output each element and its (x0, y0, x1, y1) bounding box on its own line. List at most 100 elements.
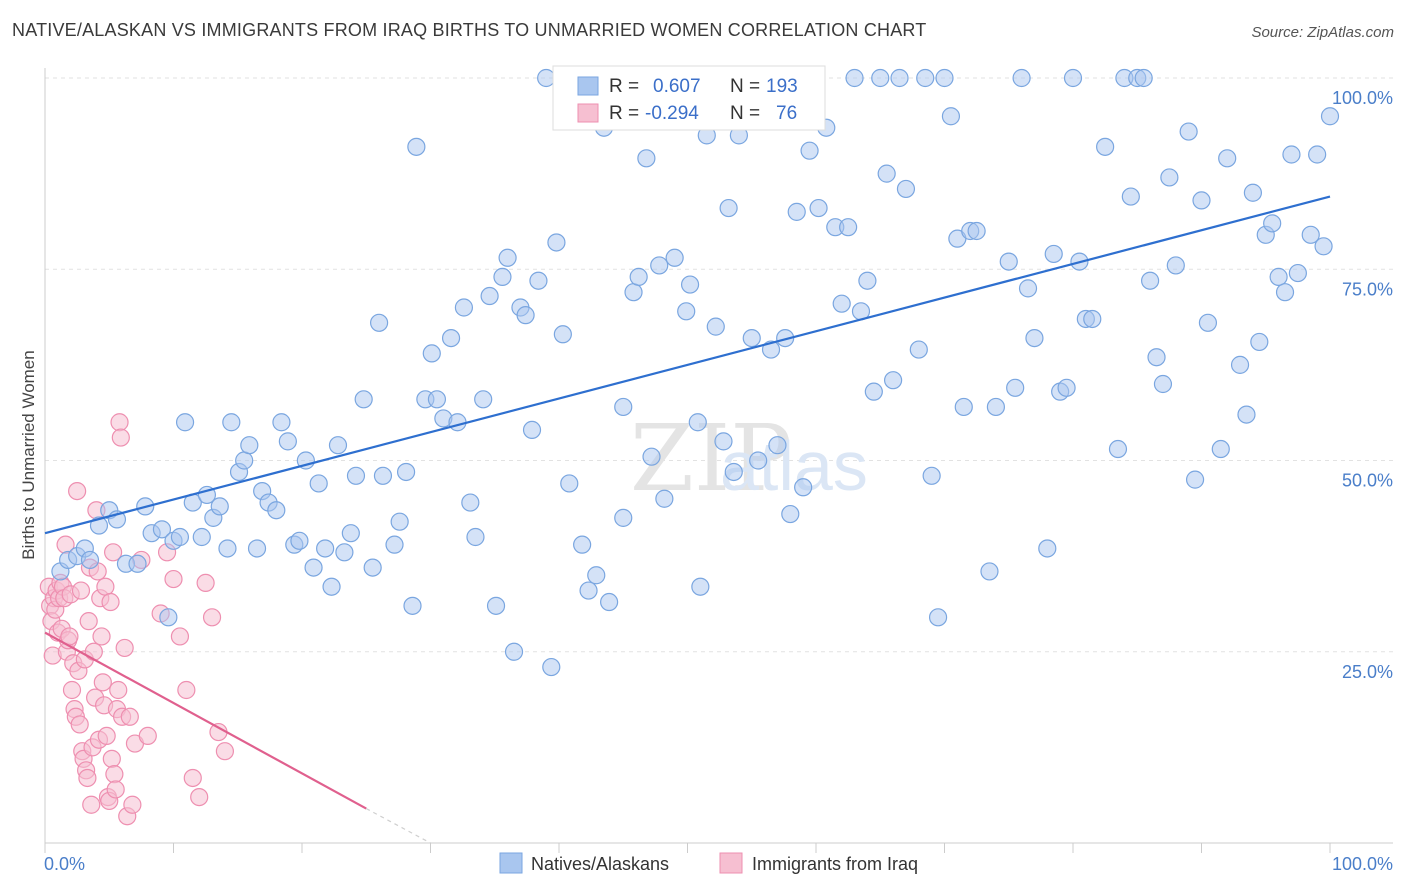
data-point-native (845, 68, 864, 88)
data-point-native (614, 508, 633, 527)
data-point-native (1308, 145, 1327, 164)
data-point-native (396, 462, 416, 482)
data-point-iraq (79, 612, 98, 631)
data-point-iraq (62, 680, 82, 700)
axes (44, 68, 1393, 853)
data-point-iraq (104, 543, 123, 562)
tick-labels: 100.0% 75.0% 50.0% 25.0% 0.0% 100.0% (44, 88, 1393, 874)
data-point-native (128, 554, 147, 573)
trend-lines (44, 195, 1331, 844)
data-point-native (1018, 279, 1038, 298)
data-point-native (152, 520, 172, 539)
data-point-iraq (109, 680, 128, 700)
data-point-native (542, 657, 561, 677)
data-point-native (474, 390, 493, 409)
y-tick-label: 25.0% (1342, 662, 1393, 682)
y-tick-label: 75.0% (1342, 279, 1393, 299)
data-point-native (1301, 225, 1320, 244)
data-point-native (1282, 145, 1301, 164)
data-point-native (1179, 122, 1198, 141)
data-point-native (614, 397, 633, 417)
data-point-native (954, 397, 973, 417)
data-point-native (498, 248, 517, 267)
data-point-native (883, 371, 903, 390)
bottom-legend-swatch-pink (719, 852, 743, 874)
data-point-native (422, 344, 441, 363)
data-point-native (573, 535, 592, 554)
data-point-native (1044, 244, 1063, 264)
y-axis-label: Births to Unmarried Women (19, 350, 38, 559)
data-point-native (441, 329, 461, 348)
data-point-native (650, 256, 669, 275)
data-point-iraq (78, 768, 97, 788)
data-point-native (1218, 149, 1237, 168)
data-point-native (781, 504, 800, 524)
data-point-iraq (97, 726, 116, 746)
legend-r-label-pink: R = (609, 103, 639, 124)
data-point-iraq (177, 680, 196, 700)
bottom-legend: Natives/Alaskans Immigrants from Iraq (499, 852, 918, 874)
data-point-native (1006, 378, 1025, 397)
data-point-iraq (123, 795, 142, 814)
data-point-native (1198, 313, 1218, 332)
data-point-iraq (96, 577, 115, 596)
data-point-native (553, 325, 572, 344)
data-point-native (579, 581, 598, 600)
trend-line-iraq-extension (365, 808, 431, 844)
data-point-native (986, 397, 1006, 417)
data-point-native (629, 267, 648, 286)
legend-n-value-pink: 76 (776, 103, 797, 124)
data-point-native (1083, 309, 1102, 329)
data-point-native (537, 68, 556, 88)
data-point-native (1288, 263, 1307, 283)
data-point-native (235, 451, 254, 470)
data-point-native (1038, 539, 1057, 558)
data-point-native (159, 608, 178, 627)
data-point-native (1320, 107, 1340, 126)
data-point-native (832, 294, 851, 313)
data-point-native (240, 436, 259, 455)
data-point-native (858, 271, 877, 290)
data-point-iraq (102, 749, 121, 768)
data-point-native (529, 271, 548, 290)
data-point-iraq (115, 638, 134, 658)
data-point-native (787, 202, 806, 221)
data-point-iraq (138, 726, 157, 746)
data-point-native (328, 436, 348, 455)
data-point-native (1192, 191, 1211, 210)
data-point-native (877, 164, 896, 183)
data-point-native (680, 275, 700, 294)
data-point-native (1237, 405, 1256, 424)
data-point-native (210, 497, 229, 516)
x-tick-label: 100.0% (1332, 854, 1393, 874)
data-point-native (192, 527, 211, 547)
y-tick-label: 50.0% (1342, 471, 1393, 491)
data-point-native (170, 527, 190, 547)
data-point-native (560, 474, 579, 493)
data-point-native (335, 543, 354, 562)
data-point-native (1025, 329, 1044, 348)
legend-n-label-blue: N = (730, 76, 760, 97)
data-point-native (1269, 267, 1288, 286)
data-point-iraq (120, 707, 139, 726)
data-point-native (809, 198, 828, 218)
data-point-native (980, 562, 999, 581)
data-point-native (493, 267, 512, 286)
data-point-native (935, 68, 954, 88)
source-label: Source: ZipAtlas.com (1251, 24, 1394, 41)
legend-r-value-blue: 0.607 (653, 76, 701, 97)
data-point-native (839, 218, 858, 237)
data-point-native (218, 539, 237, 558)
bottom-legend-label-pink: Immigrants from Iraq (752, 854, 918, 874)
data-point-iraq (183, 768, 202, 788)
data-point-native (373, 466, 393, 485)
data-point-native (794, 478, 813, 497)
data-point-native (665, 248, 684, 267)
data-point-native (871, 68, 890, 88)
data-point-native (522, 420, 542, 439)
data-point-native (486, 596, 506, 615)
data-point-native (448, 413, 467, 432)
data-point-native (916, 68, 935, 88)
data-point-iraq (196, 573, 215, 593)
data-point-native (691, 577, 710, 596)
